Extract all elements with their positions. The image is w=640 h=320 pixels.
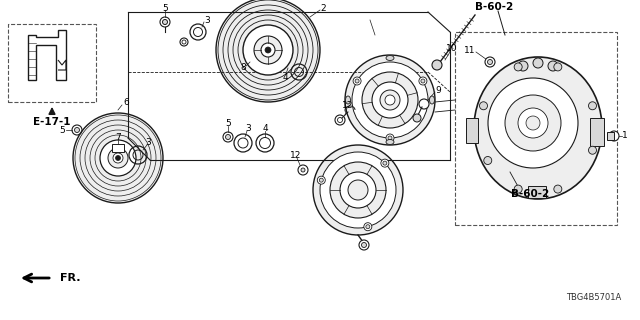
Circle shape [589,102,596,110]
Circle shape [432,60,442,70]
Circle shape [419,77,427,85]
Circle shape [419,99,429,109]
Circle shape [313,145,403,235]
Circle shape [100,140,136,176]
Circle shape [353,77,361,85]
Ellipse shape [386,55,394,60]
Circle shape [386,134,394,142]
Text: 7: 7 [115,132,121,141]
Text: FR.: FR. [60,273,81,283]
Circle shape [505,95,561,151]
Bar [112,144,124,152]
Text: 4: 4 [262,124,268,132]
Circle shape [301,168,305,172]
Circle shape [364,223,372,231]
Text: 12: 12 [342,100,354,109]
Text: 1: 1 [622,131,628,140]
Circle shape [380,90,400,110]
Text: 4: 4 [282,73,288,82]
Text: 3: 3 [245,124,251,132]
Circle shape [265,47,271,53]
Circle shape [488,60,493,65]
Ellipse shape [474,57,602,199]
Circle shape [319,178,323,182]
Circle shape [108,148,128,168]
Circle shape [533,58,543,68]
Circle shape [348,180,368,200]
Circle shape [330,162,386,218]
Circle shape [225,134,230,140]
Text: 9: 9 [435,85,441,94]
Circle shape [261,43,275,57]
Circle shape [554,185,562,193]
Text: B-60-2: B-60-2 [475,2,513,12]
Circle shape [589,146,596,154]
Text: 11: 11 [464,45,476,54]
Text: 5: 5 [225,118,231,127]
Bar [455,32,617,225]
Text: 5: 5 [162,4,168,12]
Circle shape [383,161,387,165]
Circle shape [488,78,578,168]
Circle shape [388,136,392,140]
Text: 6: 6 [123,98,129,107]
Circle shape [609,131,619,141]
Circle shape [73,113,163,203]
Circle shape [359,240,369,250]
Circle shape [113,153,123,163]
Circle shape [554,63,562,71]
Ellipse shape [429,96,435,104]
Text: 3: 3 [204,15,210,25]
Circle shape [484,156,492,164]
Circle shape [317,176,325,184]
Text: 10: 10 [446,44,458,52]
Circle shape [352,62,428,138]
Circle shape [385,95,395,105]
Circle shape [366,225,370,229]
Circle shape [115,156,120,161]
Circle shape [518,61,528,71]
Circle shape [514,185,522,193]
Bar [590,118,604,146]
Text: E-17-1: E-17-1 [33,117,71,127]
Circle shape [514,63,522,71]
Text: 3: 3 [145,138,151,147]
Circle shape [320,152,396,228]
Circle shape [526,116,540,130]
Ellipse shape [346,96,351,104]
Bar [607,132,614,140]
Circle shape [518,108,548,138]
Text: 2: 2 [320,4,326,12]
Text: 5: 5 [59,125,65,134]
Bar [8,24,96,102]
Circle shape [362,243,367,247]
Circle shape [381,159,389,167]
Circle shape [163,20,168,25]
Circle shape [216,0,320,102]
Circle shape [362,72,418,128]
Circle shape [372,82,408,118]
Circle shape [485,57,495,67]
Circle shape [548,61,558,71]
Circle shape [74,127,79,132]
Ellipse shape [386,140,394,145]
Bar [528,186,546,198]
Circle shape [479,102,488,110]
Text: 8: 8 [240,62,246,71]
Circle shape [413,114,421,122]
Circle shape [345,55,435,145]
Circle shape [421,79,425,83]
Text: TBG4B5701A: TBG4B5701A [566,293,621,302]
Circle shape [340,172,376,208]
Circle shape [355,79,359,83]
Circle shape [243,25,293,75]
Bar [466,118,478,143]
Text: 12: 12 [291,150,301,159]
Circle shape [254,36,282,64]
Text: B-60-2: B-60-2 [511,189,549,199]
